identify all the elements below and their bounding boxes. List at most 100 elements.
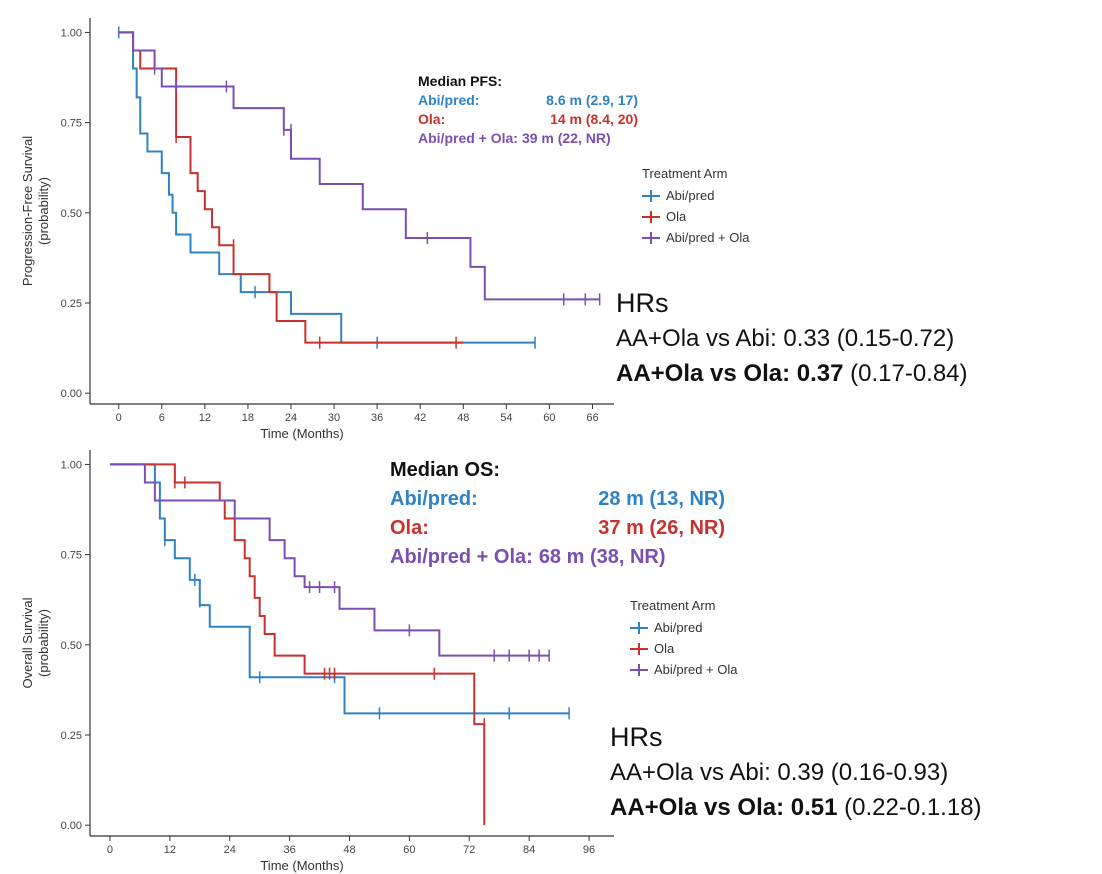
hr-bold-text: AA+Ola vs Ola: 0.37 <box>616 360 844 387</box>
pfs-median-row-combo: Abi/pred + Ola: 39 m (22, NR) <box>418 129 638 148</box>
legend-item-ola: Ola <box>642 206 749 227</box>
os-legend: Treatment Arm Abi/pred Ola Abi/pred + Ol… <box>630 598 737 680</box>
hr-ci-text: (0.22-0.1.18) <box>837 794 982 821</box>
x-tick-label: 0 <box>116 412 122 424</box>
x-tick-label: 12 <box>199 412 211 424</box>
os-median-box: Median OS: Abi/pred: 28 m (13, NR) Ola: … <box>390 456 725 572</box>
pfs-median-label: Abi/pred: <box>418 92 480 108</box>
pfs-median-value: 39 m (22, NR) <box>521 130 611 146</box>
x-tick-label: 84 <box>523 844 535 856</box>
y-tick-label: 0.50 <box>61 208 82 220</box>
hr-line-emphasis: AA+Ola vs Ola: 0.37 (0.17-0.84) <box>616 356 968 391</box>
legend-item-combo: Abi/pred + Ola <box>630 659 737 680</box>
os-median-row-ola: Ola: 37 m (26, NR) <box>390 514 725 543</box>
hr-line: AA+Ola vs Abi: 0.33 (0.15-0.72) <box>616 325 955 352</box>
x-tick-label: 66 <box>586 412 598 424</box>
legend-item-abi: Abi/pred <box>642 185 749 206</box>
os-hr-box: HRs AA+Ola vs Abi: 0.39 (0.16-0.93) AA+O… <box>610 720 982 825</box>
pfs-curve-ola <box>118 31 464 344</box>
y-tick-label: 0.50 <box>61 640 82 652</box>
os-median-row-combo: Abi/pred + Ola: 68 m (38, NR) <box>390 543 725 572</box>
x-axis-title: Time (Months) <box>260 426 343 441</box>
x-tick-label: 60 <box>403 844 415 856</box>
y-tick-label: 1.00 <box>61 459 82 471</box>
pfs-median-value: 14 m (8.4, 20) <box>550 111 638 127</box>
x-tick-label: 30 <box>328 412 340 424</box>
hr-title: HRs <box>610 722 663 752</box>
pfs-median-label: Abi/pred + Ola: <box>418 130 518 146</box>
os-median-value: 37 m (26, NR) <box>598 517 725 539</box>
y-axis-subtitle: (probability) <box>36 177 51 245</box>
x-tick-label: 42 <box>414 412 426 424</box>
os-median-label: Abi/pred + Ola: <box>390 546 533 568</box>
pfs-median-value: 8.6 m (2.9, 17) <box>546 92 638 108</box>
x-tick-label: 24 <box>224 844 236 856</box>
legend-cross-icon <box>642 210 660 224</box>
legend-cross-icon <box>642 231 660 245</box>
y-tick-label: 0.00 <box>61 388 82 400</box>
y-tick-label: 0.75 <box>61 550 82 562</box>
pfs-median-label: Ola: <box>418 111 446 127</box>
legend-item-ola: Ola <box>630 638 737 659</box>
os-median-row-abi: Abi/pred: 28 m (13, NR) <box>390 485 725 514</box>
os-median-value: 68 m (38, NR) <box>538 546 666 568</box>
pfs-curve-abi <box>118 31 536 344</box>
pfs-legend: Treatment Arm Abi/pred Ola Abi/pred + Ol… <box>642 166 749 248</box>
y-axis-subtitle: (probability) <box>36 609 51 677</box>
hr-line: AA+Ola vs Abi: 0.39 (0.16-0.93) <box>610 759 949 786</box>
y-axis-title: Overall Survival <box>20 597 35 688</box>
hr-bold-text: AA+Ola vs Ola: 0.51 <box>610 794 838 821</box>
pfs-hr-box: HRs AA+Ola vs Abi: 0.33 (0.15-0.72) AA+O… <box>616 286 968 391</box>
legend-label: Ola <box>654 641 675 656</box>
x-tick-label: 24 <box>285 412 297 424</box>
x-tick-label: 36 <box>283 844 295 856</box>
legend-cross-icon <box>630 642 648 656</box>
x-tick-label: 96 <box>583 844 595 856</box>
os-median-value: 28 m (13, NR) <box>598 488 725 510</box>
x-axis-title: Time (Months) <box>260 858 343 873</box>
legend-label: Abi/pred + Ola <box>654 662 738 677</box>
x-tick-label: 48 <box>343 844 355 856</box>
os-median-title: Median OS: <box>390 459 501 481</box>
legend-label: Abi/pred + Ola <box>666 230 750 245</box>
legend-label: Abi/pred <box>666 188 715 203</box>
y-tick-label: 0.25 <box>61 730 82 742</box>
legend-item-abi: Abi/pred <box>630 617 737 638</box>
hr-title: HRs <box>616 288 669 318</box>
legend-cross-icon <box>630 621 648 635</box>
y-tick-label: 0.75 <box>61 118 82 130</box>
pfs-median-box: Median PFS: Abi/pred: 8.6 m (2.9, 17) Ol… <box>418 72 638 148</box>
legend-item-combo: Abi/pred + Ola <box>642 227 749 248</box>
pfs-median-row-abi: Abi/pred: 8.6 m (2.9, 17) <box>418 91 638 110</box>
pfs-median-row-ola: Ola: 14 m (8.4, 20) <box>418 110 638 129</box>
os-median-label: Ola: <box>390 517 429 539</box>
x-tick-label: 12 <box>164 844 176 856</box>
hr-line-emphasis: AA+Ola vs Ola: 0.51 (0.22-0.1.18) <box>610 790 982 825</box>
x-tick-label: 54 <box>500 412 512 424</box>
x-tick-label: 6 <box>159 412 165 424</box>
y-tick-label: 0.00 <box>61 820 82 832</box>
y-axis-title: Progression-Free Survival <box>20 136 35 286</box>
pfs-chart: 0 6 12 18 24 30 36 42 48 54 60 66 0.00 0.25 0.50 0.75 1.… <box>20 18 614 441</box>
y-tick-label: 0.25 <box>61 298 82 310</box>
x-tick-label: 72 <box>463 844 475 856</box>
x-tick-label: 18 <box>242 412 254 424</box>
hr-ci-text: (0.17-0.84) <box>843 360 968 387</box>
x-tick-label: 0 <box>107 844 113 856</box>
legend-label: Abi/pred <box>654 620 703 635</box>
os-median-label: Abi/pred: <box>390 488 478 510</box>
y-tick-label: 1.00 <box>61 27 82 39</box>
x-tick-label: 60 <box>543 412 555 424</box>
x-tick-label: 48 <box>457 412 469 424</box>
os-curve-abi <box>109 463 570 715</box>
os-curve-combo <box>109 463 550 657</box>
pfs-median-title: Median PFS: <box>418 73 503 89</box>
x-tick-label: 36 <box>371 412 383 424</box>
legend-cross-icon <box>630 663 648 677</box>
os-chart: 0 12 24 36 48 60 72 84 96 0.00 0.25 0.50 0.75 1.00 Tim… <box>20 450 614 873</box>
legend-title: Treatment Arm <box>642 166 728 181</box>
legend-title: Treatment Arm <box>630 598 716 613</box>
legend-cross-icon <box>642 189 660 203</box>
legend-label: Ola <box>666 209 687 224</box>
